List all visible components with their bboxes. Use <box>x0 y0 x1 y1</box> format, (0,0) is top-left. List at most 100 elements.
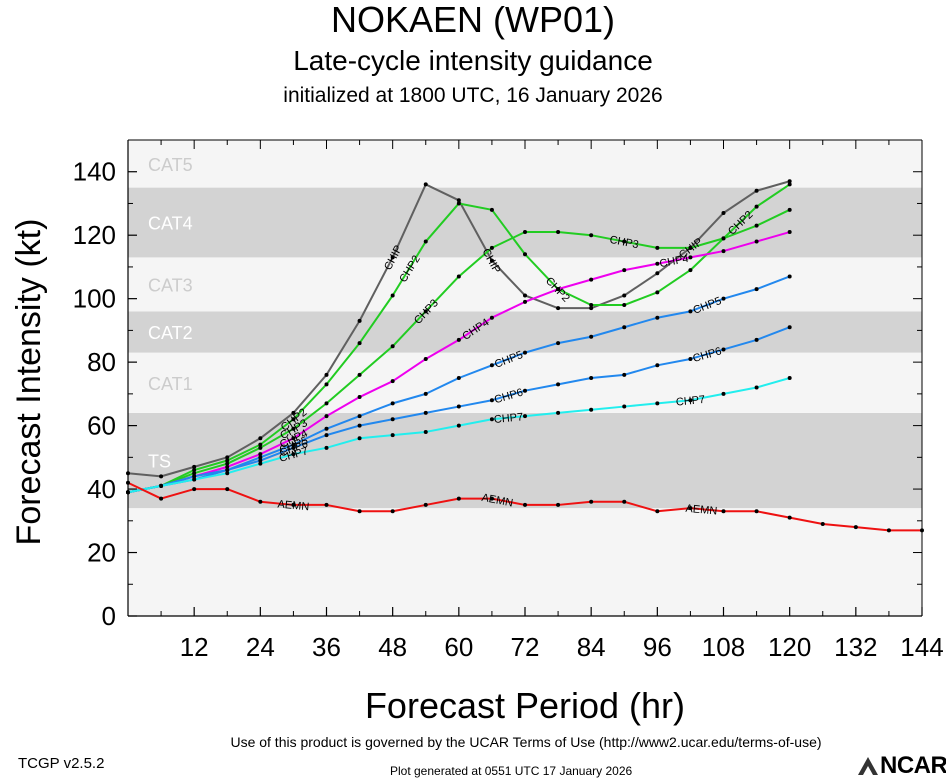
chart-axes: 0 20 40 60 80 100 120 140 12 24 36 48 60 72 84 96 108 120… <box>73 139 944 662</box>
data-point-chp6 <box>489 398 494 403</box>
data-point-aemn <box>423 502 428 507</box>
data-point-chp7 <box>324 445 329 450</box>
data-point-chp6 <box>622 372 627 377</box>
data-point-chp3 <box>456 274 461 279</box>
y-tick-label: 140 <box>73 157 116 187</box>
data-point-chp2 <box>192 468 197 473</box>
ncar-logo-text: NCAR <box>880 752 946 779</box>
data-point-chip <box>622 293 627 298</box>
data-point-chp5 <box>423 391 428 396</box>
data-point-chp5 <box>357 414 362 419</box>
band-below-ts <box>128 508 922 616</box>
data-point-aemn <box>655 509 660 514</box>
data-point-chp5 <box>456 376 461 380</box>
data-point-chip <box>489 258 494 263</box>
data-point-chp5 <box>258 455 263 460</box>
series-label-group-aemn: AEMN <box>481 492 515 510</box>
series-label-aemn: AEMN <box>277 498 310 513</box>
data-point-chp4 <box>523 299 527 304</box>
data-point-chp7 <box>688 398 693 403</box>
data-point-chp4 <box>423 356 428 361</box>
x-tick-label: 12 <box>180 632 209 662</box>
band-label-cat5: CAT5 <box>148 155 193 175</box>
data-point-chp2 <box>754 204 759 209</box>
y-tick-label: 100 <box>73 284 116 314</box>
band-label-cat1: CAT1 <box>148 374 193 394</box>
data-point-chip <box>523 293 527 298</box>
data-point-aemn <box>390 509 395 514</box>
data-point-chp3 <box>489 245 494 250</box>
data-point-chp5 <box>390 401 395 406</box>
x-tick-label: 96 <box>643 632 672 662</box>
data-point-chp3 <box>192 471 197 476</box>
data-point-chp5 <box>324 426 329 431</box>
data-point-chp4 <box>589 277 594 282</box>
data-point-chp3 <box>721 236 726 241</box>
data-point-chp2 <box>390 293 395 298</box>
data-point-chp7 <box>225 471 230 476</box>
x-tick-label: 108 <box>702 632 745 662</box>
data-point-chp6 <box>721 347 726 352</box>
data-point-chip <box>192 464 197 469</box>
data-point-chp2 <box>489 207 494 212</box>
version-label: TCGP v2.5.2 <box>18 755 105 772</box>
chart-title: NOKAEN (WP01) <box>330 0 616 40</box>
data-point-chp5 <box>192 474 197 479</box>
data-point-chp6 <box>225 468 230 473</box>
data-point-chp7 <box>357 436 362 441</box>
data-point-chp3 <box>622 239 627 244</box>
data-point-chp7 <box>622 404 627 409</box>
data-point-chip <box>556 306 561 311</box>
data-point-aemn <box>489 496 494 501</box>
data-point-chip <box>423 182 428 187</box>
data-point-chip <box>258 436 263 441</box>
band-cat4 <box>128 187 922 258</box>
series-label-group-aemn: AEMN <box>277 498 310 513</box>
data-point-chp6 <box>655 363 660 368</box>
ncar-logo-icon <box>858 757 878 775</box>
data-point-chp4 <box>489 315 494 320</box>
data-point-chp6 <box>390 417 395 422</box>
data-point-chp3 <box>291 426 296 431</box>
data-point-chp2 <box>258 442 263 447</box>
y-tick-label: 120 <box>73 220 116 250</box>
data-point-chp3 <box>589 233 594 238</box>
series-lines <box>126 179 924 533</box>
y-tick-label: 20 <box>87 538 116 568</box>
data-point-chp3 <box>258 445 263 450</box>
x-tick-label: 72 <box>511 632 540 662</box>
data-point-chip <box>754 188 759 193</box>
data-point-chp3 <box>423 309 428 314</box>
band-cat1 <box>128 352 922 413</box>
band-label-ts: TS <box>148 452 171 472</box>
data-point-chp3 <box>324 401 329 406</box>
x-tick-label: 36 <box>312 632 341 662</box>
data-point-aemn <box>225 487 230 492</box>
data-point-chp3 <box>655 245 660 250</box>
data-point-chp6 <box>688 356 693 361</box>
data-point-aemn <box>126 480 130 485</box>
data-point-chp4 <box>456 337 461 342</box>
data-point-chp7 <box>655 401 660 406</box>
data-point-chp6 <box>258 458 263 463</box>
data-point-aemn <box>754 509 759 514</box>
series-label-aemn: AEMN <box>481 492 515 510</box>
data-point-chp3 <box>556 230 561 235</box>
series-label-group-chp4: CHP4 <box>659 253 690 270</box>
data-point-chp6 <box>456 404 461 409</box>
data-point-chp4 <box>324 414 329 419</box>
data-point-chp5 <box>556 341 561 346</box>
x-tick-label: 144 <box>900 632 943 662</box>
data-point-chp6 <box>291 445 296 450</box>
category-bands <box>128 140 922 616</box>
data-point-chp7 <box>192 477 197 482</box>
band-label-cat2: CAT2 <box>148 323 193 343</box>
data-point-chp4 <box>291 436 296 441</box>
data-point-chip <box>721 210 726 215</box>
data-point-chip <box>589 306 594 311</box>
data-point-chp7 <box>556 410 561 415</box>
data-point-chp3 <box>390 344 395 349</box>
data-point-aemn <box>291 502 296 507</box>
data-point-chp6 <box>357 423 362 428</box>
data-point-chp7 <box>390 433 395 438</box>
